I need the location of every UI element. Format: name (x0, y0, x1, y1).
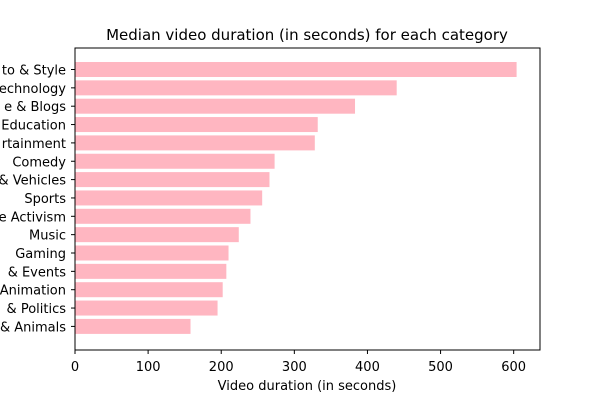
bar-8 (75, 208, 251, 224)
y-tick-label-0: to & Style (2, 64, 66, 79)
y-tick-label-7: Sports (24, 192, 66, 207)
x-tick-label-3: 300 (282, 360, 307, 375)
y-tick-label-11: & Events (8, 265, 67, 280)
bar-10 (75, 245, 229, 261)
x-tick-label-1: 100 (136, 360, 161, 375)
bar-9 (75, 227, 239, 243)
y-tick-label-4: rtainment (2, 137, 66, 152)
y-tick-label-14: & Animals (0, 320, 66, 335)
bar-4 (75, 135, 315, 151)
chart-title: Median video duration (in seconds) for e… (106, 26, 508, 44)
bar-5 (75, 153, 275, 169)
x-tick-label-2: 200 (209, 360, 234, 375)
y-tick-label-10: Gaming (15, 247, 66, 262)
y-axis-ticks: to & Style echnology e & Blogs Education rta… (0, 64, 75, 335)
y-tick-label-2: e & Blogs (4, 100, 66, 115)
bar-7 (75, 190, 263, 206)
bars-layer (75, 62, 517, 334)
bar-12 (75, 282, 223, 298)
y-tick-label-3: Education (1, 119, 66, 134)
x-axis-ticks: 0 100 200 300 400 500 600 (71, 350, 526, 375)
bar-2 (75, 98, 356, 114)
y-tick-label-5: Comedy (12, 155, 66, 170)
bar-1 (75, 80, 397, 96)
bar-0 (75, 62, 517, 77)
y-tick-label-12: Animation (0, 284, 66, 299)
x-tick-label-5: 500 (428, 360, 453, 375)
y-tick-label-6: & Vehicles (0, 174, 66, 189)
bar-13 (75, 300, 218, 316)
x-tick-label-4: 400 (355, 360, 380, 375)
y-tick-label-1: echnology (0, 82, 66, 97)
bar-6 (75, 172, 270, 188)
bar-11 (75, 263, 227, 279)
y-tick-label-13: & Politics (7, 302, 67, 317)
x-tick-label-0: 0 (71, 360, 79, 375)
x-axis-label: Video duration (in seconds) (218, 379, 397, 394)
x-tick-label-6: 600 (501, 360, 526, 375)
y-tick-label-9: Music (29, 229, 66, 244)
bar-3 (75, 117, 318, 133)
y-tick-label-8: e Activism (0, 210, 66, 225)
plot-frame (74, 47, 541, 351)
bar-14 (75, 318, 191, 334)
